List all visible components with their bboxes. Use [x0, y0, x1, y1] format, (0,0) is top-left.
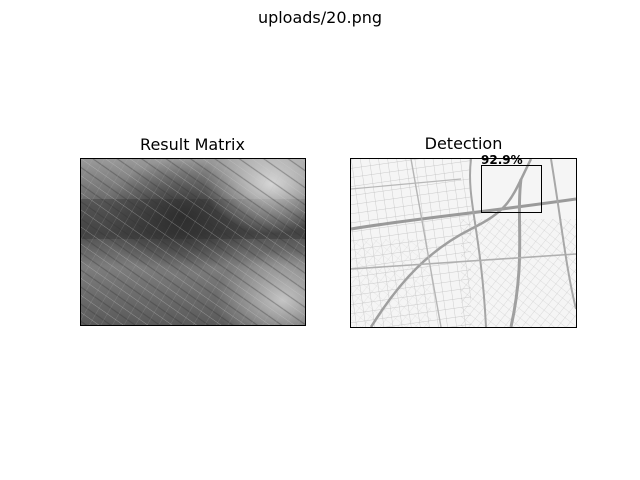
detection-bounding-box — [481, 165, 542, 213]
street-map-graphic — [351, 159, 576, 327]
detection-title: Detection — [424, 134, 503, 153]
figure-title: uploads/20.png — [257, 8, 383, 27]
detection-image — [350, 158, 577, 328]
heatmap-graphic — [81, 159, 305, 325]
detection-confidence-label: 92.9% — [481, 153, 523, 167]
result-matrix-title: Result Matrix — [140, 135, 245, 154]
result-matrix-image — [80, 158, 306, 326]
